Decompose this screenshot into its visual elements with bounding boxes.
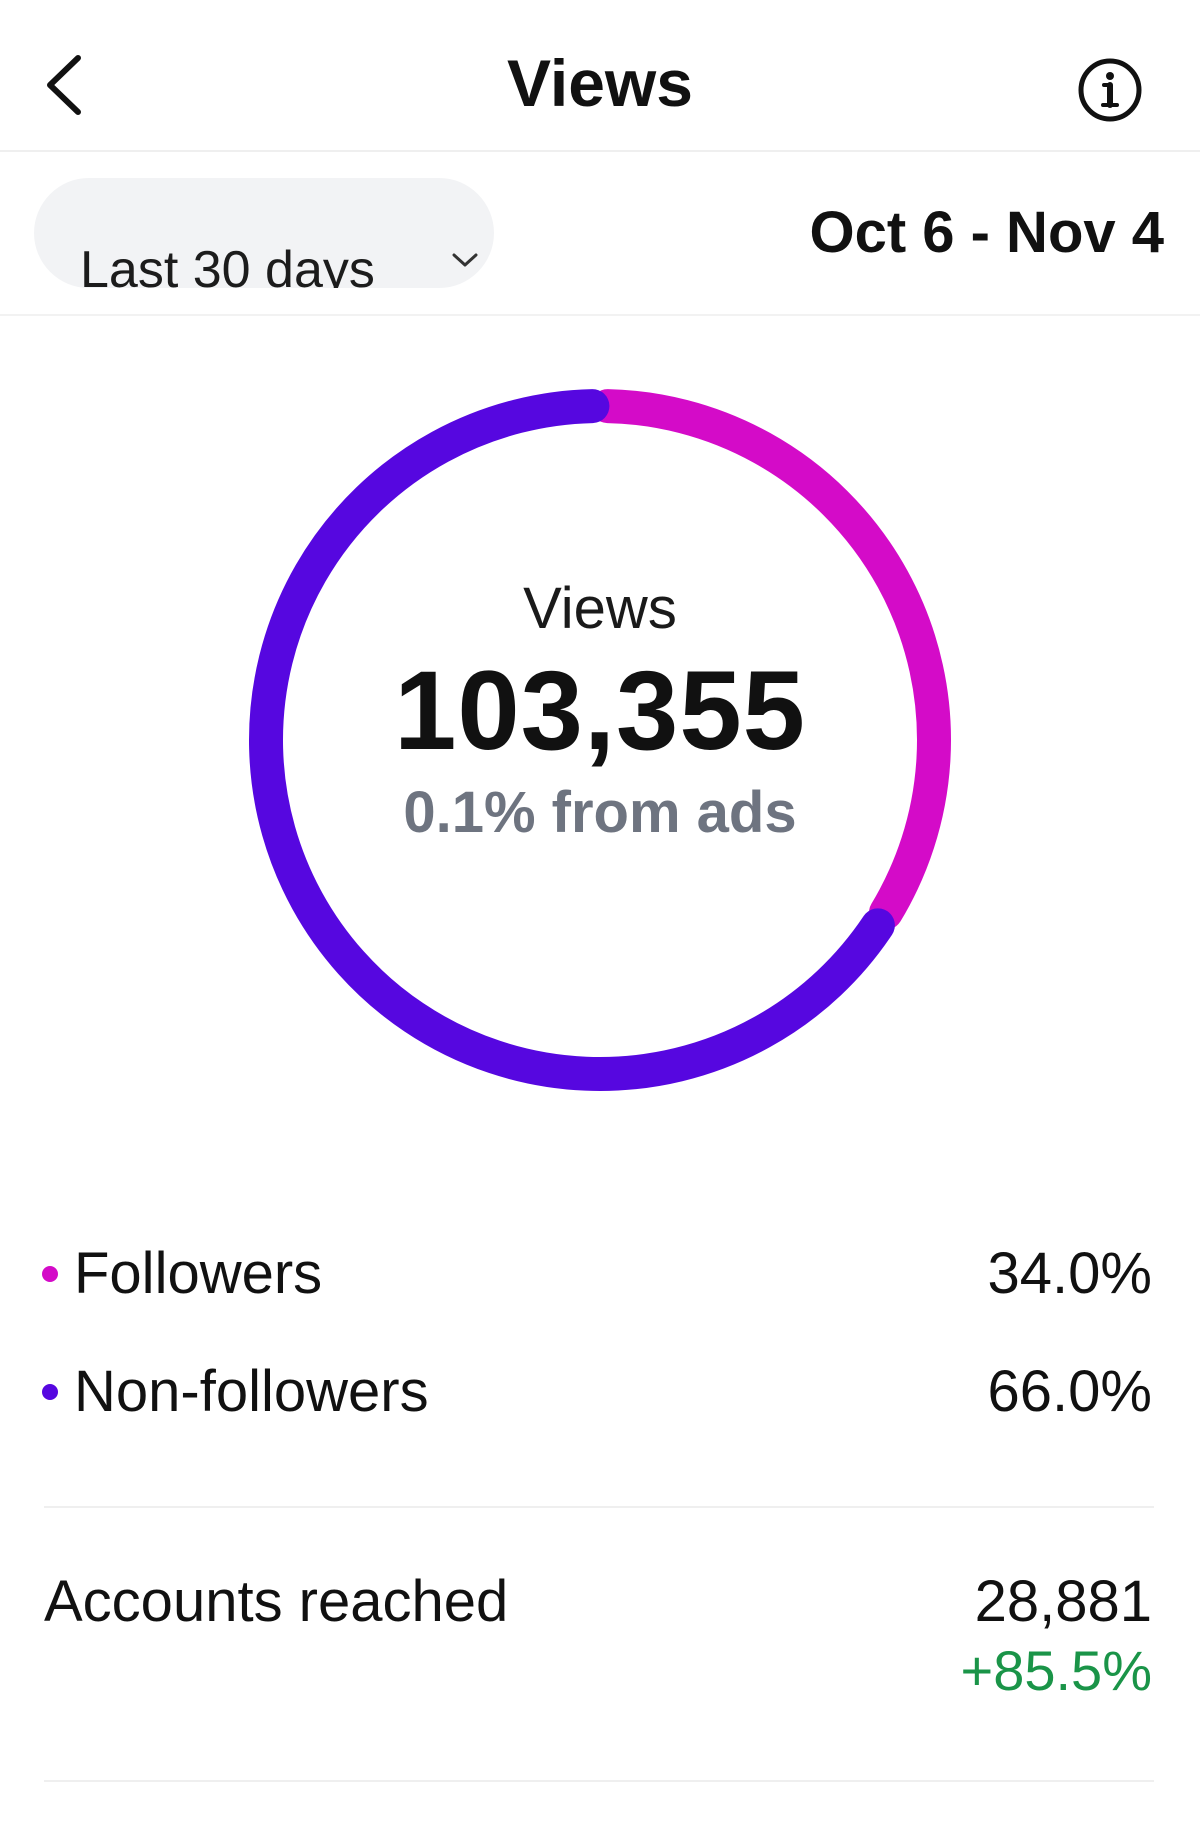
accounts-reached-row[interactable]: Accounts reached 28,881 +85.5%	[44, 1560, 1152, 1750]
chevron-left-icon	[47, 55, 81, 115]
top-bar: Views	[0, 0, 1200, 152]
views-donut-chart: Views 103,355 0.1% from ads	[0, 314, 1200, 1134]
date-range-text: Oct 6 - Nov 4	[809, 200, 1164, 265]
legend-row-non-followers: Non-followers 66.0%	[42, 1352, 1152, 1432]
divider	[44, 1780, 1154, 1782]
legend-value: 66.0%	[987, 1359, 1152, 1424]
non-followers-dot-icon	[42, 1384, 58, 1400]
back-button[interactable]	[30, 40, 100, 130]
donut-svg	[249, 389, 951, 1091]
chevron-down-icon	[452, 253, 478, 267]
donut-center: Views 103,355 0.1% from ads	[300, 574, 900, 848]
info-icon	[1078, 58, 1142, 122]
filter-row: Last 30 days Oct 6 - Nov 4	[0, 150, 1200, 316]
donut-segment-followers	[590, 389, 951, 930]
legend-label: Non-followers	[74, 1359, 429, 1424]
legend-label: Followers	[74, 1241, 323, 1306]
legend-value: 34.0%	[987, 1241, 1152, 1306]
accounts-reached-change: +85.5%	[960, 1639, 1153, 1702]
views-total: 103,355	[394, 648, 806, 773]
date-range-dropdown[interactable]: Last 30 days	[34, 178, 494, 288]
date-range-dropdown-label: Last 30 days	[80, 241, 375, 288]
views-label: Views	[523, 576, 677, 641]
followers-dot-icon	[42, 1266, 58, 1282]
accounts-reached-label: Accounts reached	[44, 1569, 509, 1634]
info-button[interactable]	[1075, 55, 1145, 125]
legend-row-followers: Followers 34.0%	[42, 1234, 1152, 1314]
page-title: Views	[507, 46, 693, 120]
divider	[44, 1506, 1154, 1508]
accounts-reached-value: 28,881	[974, 1569, 1152, 1634]
donut-segment-non-followers	[249, 389, 895, 1091]
ads-share-note: 0.1% from ads	[403, 780, 797, 845]
